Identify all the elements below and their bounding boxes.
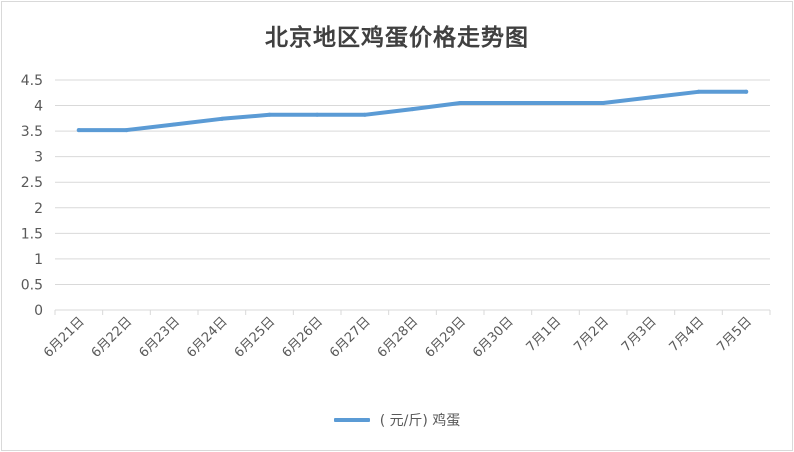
data-point (124, 128, 129, 133)
x-tick-label: 7月5日 (714, 314, 755, 355)
x-tick-label: 6月29日 (422, 314, 469, 361)
x-tick-label: 7月1日 (524, 314, 565, 355)
x-tick-label: 6月25日 (232, 314, 279, 361)
y-tick-label: 4 (34, 99, 43, 115)
y-axis-ticks: 0 0.5 1 1.5 2 2.5 3 3.5 4 4.5 (21, 73, 43, 319)
data-point (172, 122, 177, 127)
y-tick-label: 0 (34, 303, 43, 319)
x-axis-ticks: 6月21日 6月22日 6月23日 6月24日 6月25日 6月26日 6月27日 6月28日… (41, 314, 755, 361)
x-tick-label: 6月23日 (136, 314, 183, 361)
data-point (744, 89, 749, 94)
legend-swatch (333, 418, 370, 422)
data-point (696, 89, 701, 94)
y-tick-label: 2.5 (21, 175, 43, 191)
data-point (505, 101, 510, 105)
data-point (362, 112, 367, 117)
data-point (76, 128, 81, 133)
data-point (267, 112, 272, 117)
y-tick-label: 3.5 (21, 124, 43, 140)
data-point (648, 95, 653, 100)
data-point (553, 101, 558, 105)
x-axis (54, 309, 771, 315)
y-tick-label: 1.5 (21, 226, 43, 242)
y-tick-label: 0.5 (21, 277, 43, 293)
series-group (76, 89, 749, 133)
x-tick-label: 6月28日 (375, 314, 422, 361)
x-tick-label: 6月27日 (327, 314, 374, 361)
x-tick-label: 6月22日 (89, 314, 136, 361)
x-tick-label: 7月3日 (619, 314, 660, 355)
x-tick-label: 7月2日 (571, 314, 612, 355)
y-tick-label: 3 (34, 150, 43, 166)
x-tick-label: 6月26日 (279, 314, 326, 361)
data-point (219, 116, 224, 121)
x-tick-label: 6月30日 (470, 314, 517, 361)
data-point (458, 101, 463, 105)
data-point (315, 112, 320, 117)
y-tick-label: 1 (34, 252, 43, 268)
chart-title: 北京地区鸡蛋价格走势图 (265, 25, 529, 51)
x-tick-label: 6月21日 (41, 314, 88, 361)
x-tick-label: 6月24日 (184, 314, 231, 361)
data-point (410, 107, 415, 112)
gridlines (55, 79, 770, 285)
legend-label: ( 元/斤) 鸡蛋 (379, 413, 461, 429)
legend: ( 元/斤) 鸡蛋 (0, 410, 794, 430)
y-tick-label: 2 (34, 201, 43, 217)
y-tick-label: 4.5 (21, 73, 43, 89)
data-point (601, 101, 606, 105)
x-tick-label: 7月4日 (667, 314, 708, 355)
